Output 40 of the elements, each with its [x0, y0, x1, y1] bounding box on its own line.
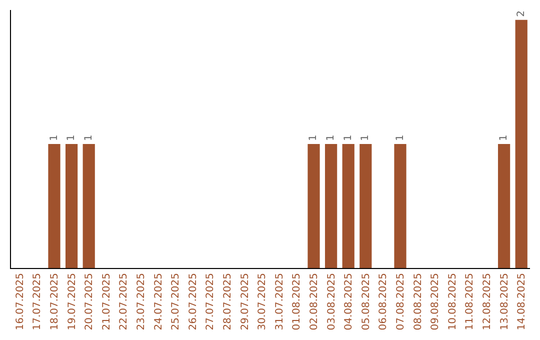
x-tick-label: 29.07.2025 — [240, 273, 251, 330]
data-label: 1 — [66, 134, 78, 141]
data-label: 1 — [326, 134, 337, 141]
x-tick-label: 19.07.2025 — [66, 273, 78, 330]
x-tick-label: 18.07.2025 — [50, 273, 60, 330]
data-label: 1 — [83, 134, 94, 141]
x-tick-label: 12.08.2025 — [482, 273, 493, 330]
data-label: 1 — [342, 134, 354, 141]
x-tick-label: 25.07.2025 — [170, 273, 182, 330]
x-tick-label: 06.08.2025 — [378, 273, 390, 330]
x-tick-label: 27.07.2025 — [205, 273, 216, 330]
x-tick-label: 20.07.2025 — [84, 273, 96, 330]
data-label: 1 — [498, 134, 510, 141]
x-tick-label: 02.08.2025 — [309, 273, 320, 330]
x-tick-label: 01.08.2025 — [292, 273, 303, 330]
x-tick-label: 24.07.2025 — [153, 273, 164, 330]
x-tick-label: 07.08.2025 — [396, 273, 406, 330]
data-label: 1 — [394, 134, 406, 141]
x-tick-label: 23.07.2025 — [136, 273, 147, 330]
x-tick-label: 05.08.2025 — [360, 273, 372, 330]
x-tick-label: 30.07.2025 — [257, 273, 268, 330]
x-tick-label: 28.07.2025 — [222, 273, 234, 330]
x-tick-label: 16.07.2025 — [14, 273, 26, 330]
data-label: 2 — [516, 10, 527, 17]
x-tick-label: 21.07.2025 — [101, 273, 112, 330]
x-tick-label: 13.08.2025 — [499, 273, 510, 330]
x-tick-label: 31.07.2025 — [274, 273, 286, 330]
data-label: 1 — [360, 134, 372, 141]
x-tick-label: 11.08.2025 — [464, 273, 476, 330]
x-tick-label: 26.07.2025 — [188, 273, 199, 330]
x-tick-label: 09.08.2025 — [430, 273, 442, 330]
x-tick-label: 10.08.2025 — [447, 273, 458, 330]
x-tick-label: 17.07.2025 — [32, 273, 44, 330]
x-tick-label: 22.07.2025 — [118, 273, 130, 330]
x-tick-label: 04.08.2025 — [344, 273, 355, 330]
x-tick-label: 14.08.2025 — [516, 273, 528, 330]
x-tick-label: 08.08.2025 — [412, 273, 424, 330]
data-label: 1 — [48, 134, 60, 141]
x-tick-label: 03.08.2025 — [326, 273, 338, 330]
data-label: 1 — [308, 134, 320, 141]
